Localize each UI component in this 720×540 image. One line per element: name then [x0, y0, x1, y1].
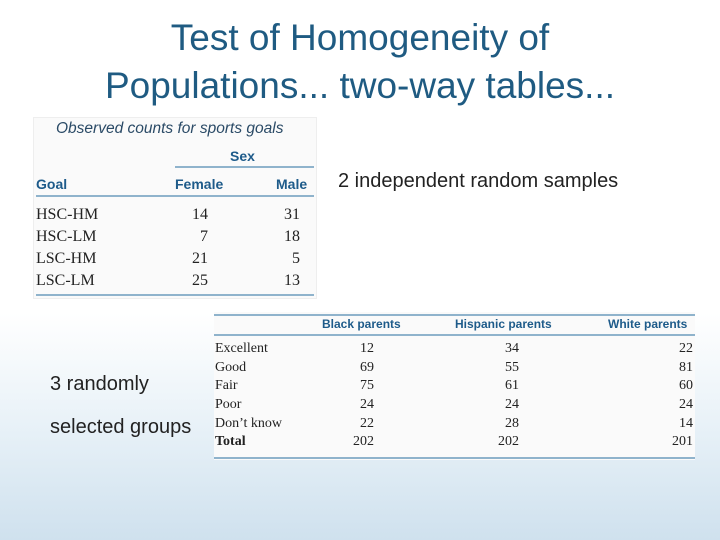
- total-label: Total: [215, 434, 246, 449]
- bottom-rule: [214, 457, 695, 459]
- groups-note-line-2: selected groups: [50, 416, 192, 438]
- white-cell: 60: [679, 378, 693, 393]
- rating-label: Good: [215, 360, 247, 375]
- white-cell: 14: [679, 416, 693, 431]
- table-row: Fair 75 61 60: [214, 378, 695, 396]
- title-line-2: Populations... two-way tables...: [104, 65, 616, 106]
- rating-label: Don’t know: [215, 416, 283, 431]
- female-cell: 25: [192, 272, 208, 289]
- table-row: Don’t know 22 28 14: [214, 416, 695, 434]
- female-cell: 7: [200, 228, 208, 245]
- rating-label: Poor: [215, 397, 242, 412]
- table-caption: Observed counts for sports goals: [56, 120, 284, 137]
- rating-label: Excellent: [215, 341, 268, 356]
- hispanic-cell: 34: [505, 341, 519, 356]
- hispanic-cell: 61: [505, 378, 519, 393]
- header-rule: [214, 334, 695, 336]
- table-row: HSC-LM 7 18: [34, 228, 316, 250]
- hispanic-cell: 24: [505, 397, 519, 412]
- black-cell: 22: [360, 416, 374, 431]
- column-header-female: Female: [175, 176, 224, 192]
- column-header-black-parents: Black parents: [322, 317, 401, 331]
- female-cell: 14: [192, 206, 208, 223]
- bottom-rule: [36, 294, 314, 296]
- white-cell: 81: [679, 360, 693, 375]
- black-cell: 69: [360, 360, 374, 375]
- header-rule: [36, 195, 314, 197]
- black-total: 202: [353, 434, 374, 449]
- goal-cell: HSC-LM: [36, 228, 97, 245]
- table-row: Excellent 12 34 22: [214, 341, 695, 359]
- table-row: LSC-HM 21 5: [34, 250, 316, 272]
- hispanic-cell: 55: [505, 360, 519, 375]
- table-row: HSC-HM 14 31: [34, 206, 316, 228]
- male-cell: 31: [284, 206, 300, 223]
- hispanic-total: 202: [498, 434, 519, 449]
- black-cell: 75: [360, 378, 374, 393]
- goal-cell: HSC-HM: [36, 206, 99, 223]
- goal-cell: LSC-HM: [36, 250, 97, 267]
- top-rule: [214, 314, 695, 316]
- hispanic-cell: 28: [505, 416, 519, 431]
- parents-table: Black parents Hispanic parents White par…: [214, 312, 695, 460]
- sex-group-header: Sex: [230, 148, 255, 164]
- table-row: Poor 24 24 24: [214, 397, 695, 415]
- goal-cell: LSC-LM: [36, 272, 95, 289]
- group-header-rule: [175, 166, 314, 168]
- column-header-hispanic-parents: Hispanic parents: [455, 317, 552, 331]
- table-row: Good 69 55 81: [214, 360, 695, 378]
- male-cell: 18: [284, 228, 300, 245]
- white-cell: 22: [679, 341, 693, 356]
- slide-title: Test of Homogeneity of Populations... tw…: [0, 14, 720, 110]
- column-header-male: Male: [276, 176, 308, 192]
- table-row: LSC-LM 25 13: [34, 272, 316, 294]
- independent-samples-note: 2 independent random samples: [338, 170, 619, 192]
- title-line-1: Test of Homogeneity of: [170, 17, 550, 58]
- white-total: 201: [672, 434, 693, 449]
- male-cell: 13: [284, 272, 300, 289]
- sports-goals-table: Observed counts for sports goals Sex Goa…: [34, 118, 316, 298]
- rating-label: Fair: [215, 378, 238, 393]
- column-header-goal: Goal: [36, 176, 68, 192]
- black-cell: 12: [360, 341, 374, 356]
- black-cell: 24: [360, 397, 374, 412]
- white-cell: 24: [679, 397, 693, 412]
- male-cell: 5: [292, 250, 300, 267]
- female-cell: 21: [192, 250, 208, 267]
- table-row-total: Total 202 202 201: [214, 434, 695, 452]
- groups-note-line-1: 3 randomly: [50, 373, 149, 395]
- column-header-white-parents: White parents: [608, 317, 688, 331]
